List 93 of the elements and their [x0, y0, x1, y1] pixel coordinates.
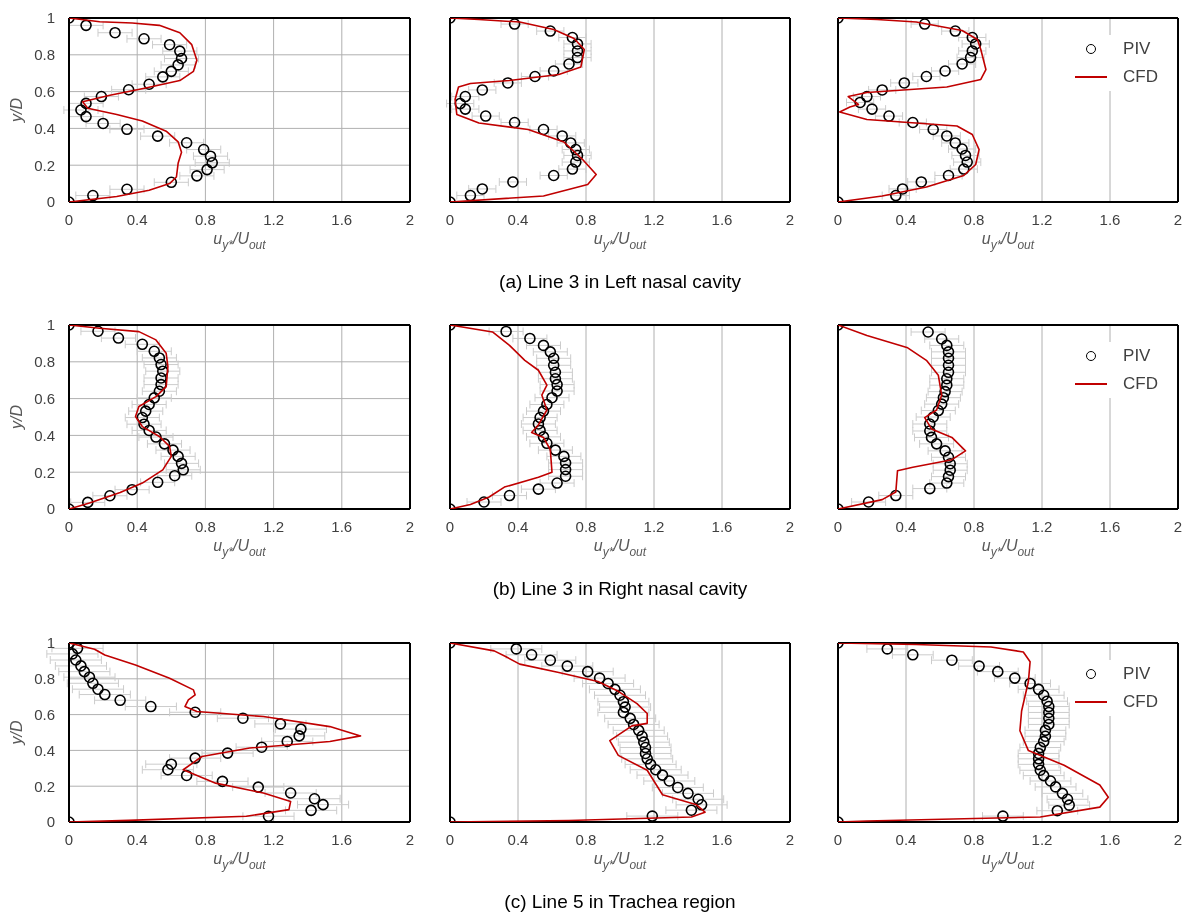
x-axis-title: u$_{y*}$/U$_{out}$ [593, 230, 647, 252]
y-tick-label: 1 [46, 9, 55, 27]
x-tick-label: 1.6 [331, 210, 353, 228]
x-tick-label: 0.8 [194, 210, 216, 228]
x-tick-label: 0.4 [895, 830, 917, 848]
x-axis-title: u$_{y*}$/U$_{out}$ [593, 850, 647, 872]
x-tick-label: 2 [1173, 517, 1183, 535]
x-tick-label: 0 [64, 830, 74, 848]
y-tick-label: 0.8 [34, 670, 55, 688]
x-tick-label: 0 [445, 210, 455, 228]
x-tick-label: 0 [64, 210, 74, 228]
y-tick-label: 0 [46, 193, 55, 211]
x-tick-label: 1.6 [711, 830, 733, 848]
x-tick-label: 0 [833, 210, 843, 228]
x-tick-label: 0.8 [194, 517, 216, 535]
x-tick-label: 0.4 [507, 517, 529, 535]
x-tick-label: 0.8 [194, 830, 216, 848]
x-tick-label: 0.8 [575, 517, 597, 535]
x-tick-label: 0.4 [126, 517, 148, 535]
legend-label: CFD [1123, 692, 1158, 712]
y-tick-label: 1 [46, 634, 55, 652]
x-tick-label: 1.2 [1031, 517, 1053, 535]
y-tick-label: 0.2 [34, 463, 55, 481]
x-tick-label: 2 [405, 210, 415, 228]
x-tick-label: 0.8 [575, 210, 597, 228]
x-tick-label: 0.4 [895, 517, 917, 535]
x-tick-label: 2 [1173, 830, 1183, 848]
x-tick-label: 1.6 [1099, 517, 1121, 535]
x-tick-label: 0.4 [507, 210, 529, 228]
x-axis-title: u$_{y*}$/U$_{out}$ [981, 537, 1035, 559]
x-tick-label: 0.8 [963, 830, 985, 848]
x-axis-title: u$_{y*}$/U$_{out}$ [213, 850, 267, 872]
x-tick-label: 1.6 [711, 517, 733, 535]
legend-label: CFD [1123, 374, 1158, 394]
y-tick-label: 0.8 [34, 353, 55, 371]
x-tick-label: 0.8 [575, 830, 597, 848]
x-tick-label: 0 [445, 517, 455, 535]
x-tick-label: 2 [405, 517, 415, 535]
legend-label: CFD [1123, 67, 1158, 87]
y-tick-label: 0.2 [34, 156, 55, 174]
x-axis-title: u$_{y*}$/U$_{out}$ [981, 230, 1035, 252]
x-tick-label: 0.4 [126, 210, 148, 228]
y-tick-label: 0 [46, 500, 55, 518]
x-tick-label: 0 [64, 517, 74, 535]
y-tick-label: 0.2 [34, 777, 55, 795]
x-tick-label: 2 [1173, 210, 1183, 228]
y-tick-label: 0.6 [34, 705, 55, 723]
x-tick-label: 1.6 [1099, 210, 1121, 228]
y-tick-label: 0.4 [34, 119, 55, 137]
legend-label: PIV [1123, 346, 1151, 366]
y-tick-label: 0.4 [34, 426, 55, 444]
x-tick-label: 1.2 [643, 830, 665, 848]
x-tick-label: 0.8 [963, 210, 985, 228]
x-tick-label: 0.4 [507, 830, 529, 848]
y-axis-title: y/D [8, 97, 26, 123]
y-tick-label: 1 [46, 316, 55, 334]
x-axis-title: u$_{y*}$/U$_{out}$ [593, 537, 647, 559]
y-tick-label: 0.6 [34, 389, 55, 407]
x-tick-label: 0 [833, 830, 843, 848]
x-tick-label: 1.2 [263, 517, 285, 535]
y-tick-label: 0.6 [34, 82, 55, 100]
x-tick-label: 2 [785, 210, 795, 228]
x-tick-label: 1.2 [263, 210, 285, 228]
text: (c) Line 5 in Trachea region [503, 891, 737, 913]
x-tick-label: 1.6 [331, 517, 353, 535]
x-axis-title: u$_{y*}$/U$_{out}$ [981, 850, 1035, 872]
x-tick-label: 1.6 [331, 830, 353, 848]
x-tick-label: 1.6 [1099, 830, 1121, 848]
x-tick-label: 1.2 [643, 517, 665, 535]
text: (a) Line 3 in Left nasal cavity [498, 271, 742, 293]
x-tick-label: 1.6 [711, 210, 733, 228]
legend-label: PIV [1123, 39, 1151, 59]
x-tick-label: 1.2 [1031, 210, 1053, 228]
text: (b) Line 3 in Right nasal cavity [491, 578, 749, 600]
x-tick-label: 0 [833, 517, 843, 535]
y-tick-label: 0.4 [34, 741, 55, 759]
y-tick-label: 0.8 [34, 46, 55, 64]
y-tick-label: 0 [46, 813, 55, 831]
x-axis-title: u$_{y*}$/U$_{out}$ [213, 537, 267, 559]
x-tick-label: 1.2 [263, 830, 285, 848]
x-tick-label: 0 [445, 830, 455, 848]
x-tick-label: 0.4 [126, 830, 148, 848]
x-tick-label: 2 [785, 830, 795, 848]
x-tick-label: 2 [405, 830, 415, 848]
x-tick-label: 0.4 [895, 210, 917, 228]
x-tick-label: 2 [785, 517, 795, 535]
y-axis-title: y/D [8, 404, 26, 430]
x-tick-label: 0.8 [963, 517, 985, 535]
x-tick-label: 1.2 [1031, 830, 1053, 848]
legend-label: PIV [1123, 664, 1151, 684]
x-axis-title: u$_{y*}$/U$_{out}$ [213, 230, 267, 252]
x-tick-label: 1.2 [643, 210, 665, 228]
y-axis-title: y/D [8, 720, 26, 746]
